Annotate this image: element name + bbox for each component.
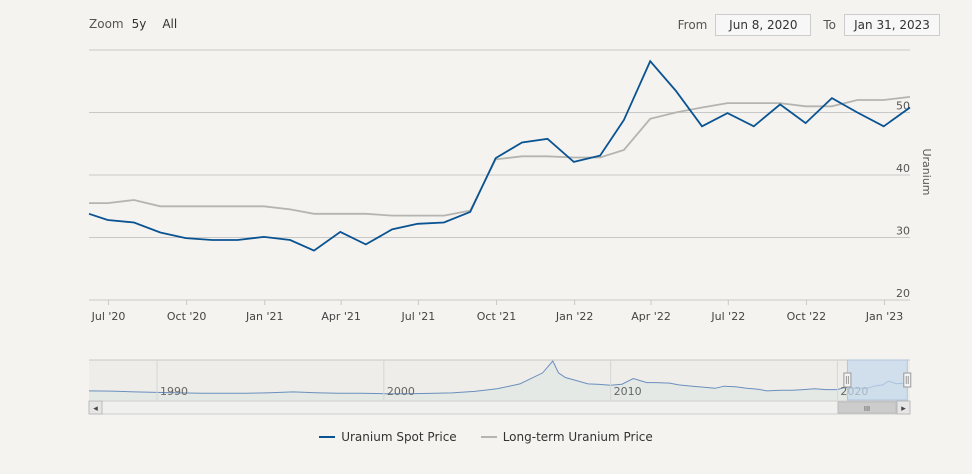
to-label: To (823, 18, 836, 32)
x-tick-label: Apr '21 (321, 310, 361, 323)
handle-body[interactable] (903, 372, 912, 388)
y-axis-labels: 20 30 40 50 (896, 100, 910, 301)
zoom-all-button[interactable]: All (162, 17, 178, 31)
x-tick-label: Oct '20 (167, 310, 207, 323)
navigator-handle-left[interactable] (843, 372, 852, 388)
zoom-bar: Zoom 5y All (89, 17, 193, 31)
navigator-scrollbar[interactable]: ◂ III ▸ (88, 400, 911, 415)
scroll-left-arrow-icon: ◂ (93, 404, 98, 414)
navigator-year-label: 1990 (160, 385, 188, 398)
zoom-5y-button[interactable]: 5y (131, 17, 147, 31)
legend-label-spot: Uranium Spot Price (341, 430, 457, 444)
scroll-left-button[interactable] (88, 400, 103, 415)
series-lines (88, 59, 911, 252)
x-tick-label: Jul '21 (401, 310, 436, 323)
scrollbar-track[interactable] (88, 400, 911, 415)
range-selector: From Jun 8, 2020 To Jan 31, 2023 (678, 14, 940, 36)
navigator-selected-range[interactable] (846, 359, 908, 401)
from-label: From (677, 18, 708, 32)
scrollbar-thumb[interactable] (837, 401, 897, 414)
legend-item-longterm[interactable]: Long-term Uranium Price (480, 430, 653, 444)
y-tick-label: 40 (896, 162, 910, 175)
legend-label-longterm: Long-term Uranium Price (502, 430, 653, 444)
x-tick-label: Jul '22 (710, 310, 745, 323)
x-axis-ticks: Jul '20 Oct '20 Jan '21 Apr '21 Jul '21 Oct '… (91, 300, 903, 323)
navigator-area (89, 361, 908, 400)
from-date-input[interactable]: Jun 8, 2020 (715, 14, 812, 36)
x-tick-label: Apr '22 (631, 310, 671, 323)
x-tick-label: Jan '23 (865, 310, 903, 323)
navigator-series (88, 360, 908, 400)
y-tick-label: 50 (896, 100, 910, 113)
legend-swatch-spot (319, 436, 336, 438)
legend-item-spot[interactable]: Uranium Spot Price (319, 430, 457, 444)
navigator-handle-right[interactable] (903, 372, 912, 388)
scroll-right-button[interactable] (896, 400, 911, 415)
navigator-line (88, 360, 908, 395)
y-tick-label: 30 (896, 225, 910, 238)
y-tick-label: 20 (896, 287, 910, 300)
x-tick-label: Oct '22 (787, 310, 827, 323)
x-tick-label: Jan '22 (555, 310, 593, 323)
x-tick-label: Oct '21 (477, 310, 517, 323)
navigator-year-label: 2010 (614, 385, 642, 398)
grid-lines (89, 49, 910, 301)
zoom-label: Zoom (89, 17, 124, 31)
navigator-year-label: 2000 (387, 385, 415, 398)
chart-legend: Uranium Spot Price Long-term Uranium Pri… (0, 430, 972, 444)
navigator[interactable]: 1990200020102020 (88, 359, 912, 401)
navigator-selection[interactable] (843, 359, 912, 401)
y-axis-title: Uranium (920, 148, 933, 195)
scroll-right-arrow-icon: ▸ (901, 404, 906, 414)
legend-swatch-longterm (480, 436, 497, 438)
x-tick-label: Jul '20 (91, 310, 126, 323)
scrollbar-grip-icon: III (864, 405, 870, 413)
x-tick-label: Jan '21 (245, 310, 283, 323)
series-line-spot[interactable] (88, 59, 911, 252)
handle-body[interactable] (843, 372, 852, 388)
to-date-input[interactable]: Jan 31, 2023 (844, 14, 940, 36)
